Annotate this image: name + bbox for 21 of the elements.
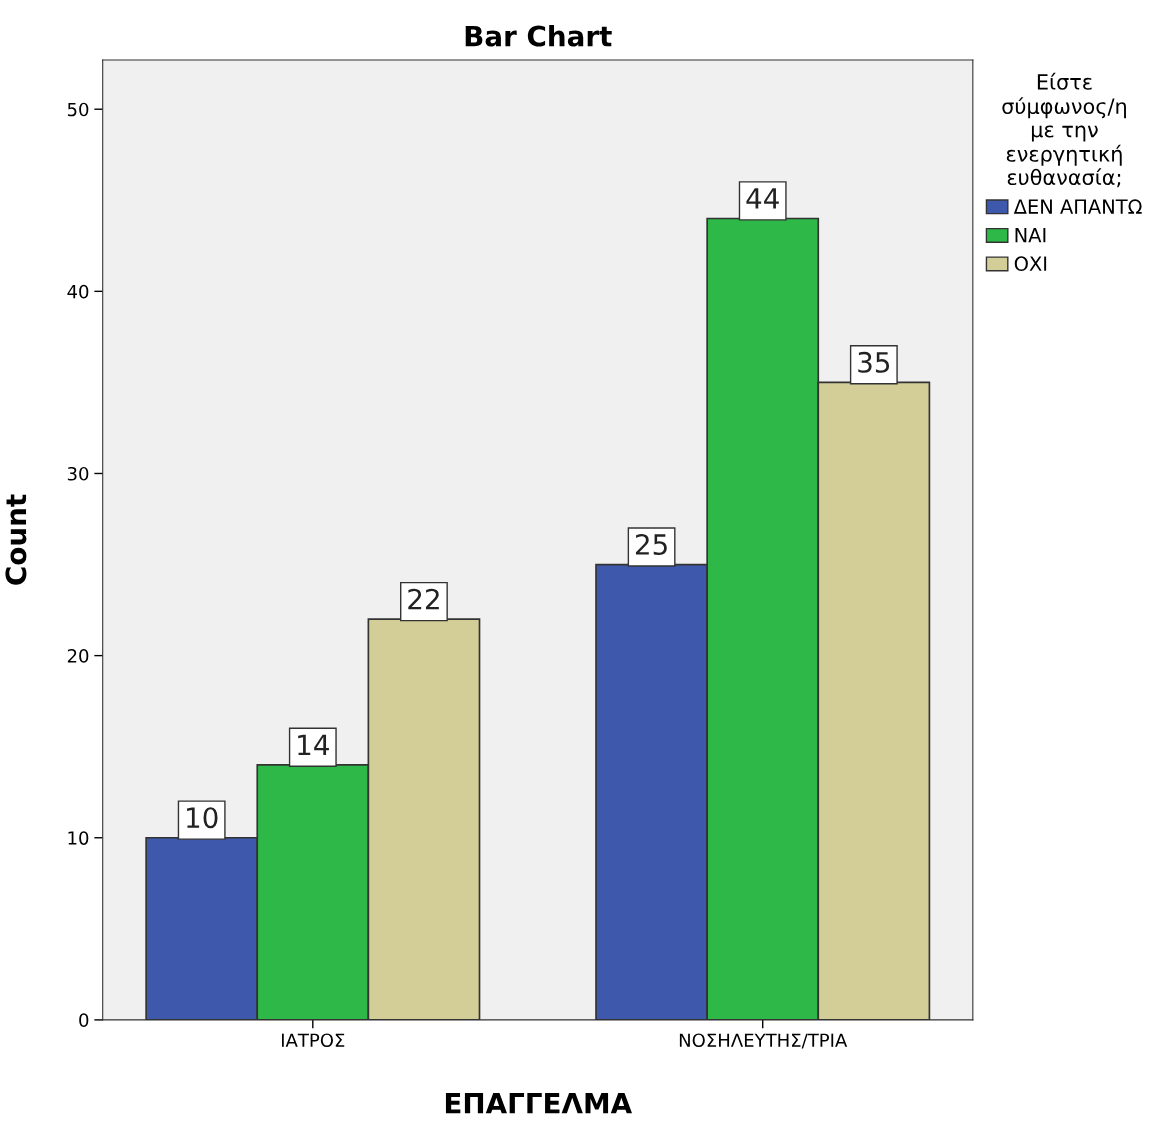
x-tick-label: ΙΑΤΡΟΣ xyxy=(281,1033,345,1048)
data-label: 25 xyxy=(635,533,667,555)
data-label: 10 xyxy=(187,807,218,829)
chart-title: Bar Chart xyxy=(465,25,612,47)
legend-label: ΟΧΙ xyxy=(1014,256,1047,272)
y-tick-label: 10 xyxy=(68,831,89,845)
y-axis-title: Count xyxy=(5,494,27,585)
legend-label: ΝΑΙ xyxy=(1015,228,1046,243)
x-tick-label: ΝΟΣΗΛΕΥΤΗΣ/ΤΡΙΑ xyxy=(679,1033,848,1049)
y-tick-label: 30 xyxy=(67,466,89,481)
data-label: 14 xyxy=(298,734,329,755)
data-label: 22 xyxy=(408,588,439,610)
y-tick-label: 20 xyxy=(67,649,89,663)
y-tick-label: 50 xyxy=(67,102,89,117)
data-label: 44 xyxy=(746,188,779,209)
y-tick-label: 40 xyxy=(67,284,89,299)
y-tick-label: 0 xyxy=(79,1013,89,1028)
legend-title: Είστε σύμφωνος/η με την ενεργητική ευθανασία; xyxy=(1002,72,1126,188)
legend-label: ΔΕΝ ΑΠΑΝΤΩ xyxy=(1013,199,1142,214)
data-label: 35 xyxy=(858,351,890,373)
x-axis-title: ΕΠΑΓΓΕΛΜΑ xyxy=(445,1093,632,1114)
